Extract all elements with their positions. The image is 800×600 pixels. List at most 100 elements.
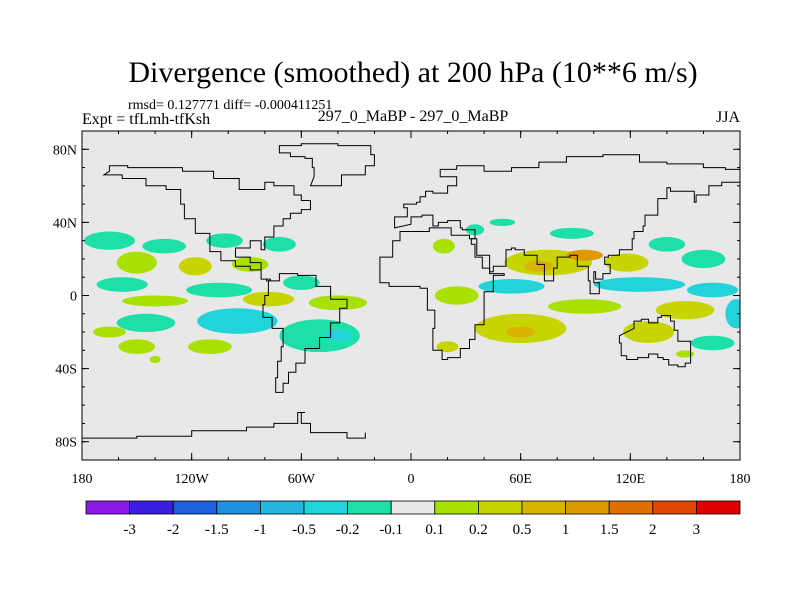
colorbar-swatch [85, 500, 130, 515]
coastline-antarctica-peninsula [82, 412, 366, 439]
colorbar-swatch [477, 500, 523, 515]
divergence-blob [655, 300, 715, 320]
chart-title: Divergence (smoothed) at 200 hPa (10**6 … [128, 56, 697, 89]
divergence-blob [262, 237, 296, 252]
y-tick-label: 40S [55, 363, 77, 378]
divergence-blob [116, 251, 157, 274]
divergence-blob [231, 257, 269, 272]
colorbar-swatch [434, 500, 479, 515]
divergence-blob [604, 253, 649, 272]
colorbar-label: -1 [254, 522, 267, 538]
divergence-blob [116, 313, 176, 333]
colorbar-swatch [521, 500, 566, 515]
coastline-north-america [102, 165, 311, 282]
plot-background [82, 131, 740, 460]
coastline-australia [618, 315, 692, 368]
x-tick-label: 180 [730, 472, 751, 487]
colorbar-swatch [259, 500, 305, 515]
divergence-blob [506, 326, 536, 338]
divergence-blob [436, 341, 459, 353]
x-tick-label: 0 [408, 472, 415, 487]
divergence-blob [524, 260, 554, 272]
y-axis: 80N 40N 0 40S 80S [53, 143, 740, 451]
divergence-blob [142, 238, 187, 254]
coastline-south-america [262, 273, 348, 393]
coastline-eurasia [394, 154, 740, 295]
colorbar-label: 1.5 [600, 522, 619, 538]
divergence-blob [686, 282, 739, 298]
colorbar-label: -0.2 [336, 522, 360, 538]
season-label: JJA [716, 109, 740, 126]
colorbar-swatch [696, 500, 741, 515]
coastline-africa [379, 227, 505, 360]
divergence-blob [323, 330, 353, 342]
x-tick-label: 120E [616, 472, 646, 487]
expt-label: Expt = tfLmh-tfKsh [82, 111, 210, 128]
colorbar-swatch [608, 500, 654, 515]
divergence-blob [690, 335, 735, 351]
y-tick-label: 80S [55, 436, 77, 451]
stats-line: rmsd= 0.127771 diff= -0.000411251 [128, 98, 332, 113]
y-tick-label: 40N [53, 216, 77, 231]
colorbar-label: 0.2 [469, 522, 488, 538]
divergence-blob [566, 249, 603, 261]
divergence-blob [186, 282, 252, 298]
divergence-blob [118, 339, 156, 354]
x-tick-label: 60E [509, 472, 532, 487]
colorbar-swatch [303, 500, 348, 515]
divergence-field [83, 218, 740, 364]
x-tick-label: 120W [175, 472, 210, 487]
divergence-blob [434, 286, 479, 305]
colorbar-swatch [129, 500, 174, 515]
colorbar-label: -0.5 [292, 522, 316, 538]
coastline-greenland [278, 143, 375, 187]
x-tick-label: 60W [288, 472, 316, 487]
divergence-blob [676, 350, 695, 358]
divergence-blob [593, 277, 686, 292]
divergence-blob [188, 339, 232, 354]
y-tick-label: 80N [53, 143, 77, 158]
divergence-blob [197, 308, 278, 334]
divergence-blob [432, 238, 455, 254]
colorbar-swatch [565, 500, 610, 515]
colorbar-label: 0.1 [425, 522, 444, 538]
divergence-blob [283, 275, 320, 291]
divergence-blob [242, 291, 295, 307]
divergence-blob [623, 321, 675, 344]
colorbar-label: 2 [649, 522, 657, 538]
divergence-blob [549, 227, 594, 239]
divergence-blob [149, 355, 161, 364]
colorbar-swatch [652, 500, 697, 515]
x-tick-label: 180 [72, 472, 93, 487]
case-label: 297_0_MaBP - 297_0_MaBP [318, 108, 509, 125]
colorbar-label: -0.1 [379, 522, 403, 538]
colorbar-swatch [390, 500, 436, 515]
divergence-blob [648, 237, 686, 252]
colorbar-label: -3 [123, 522, 136, 538]
coastlines [82, 143, 740, 439]
colorbar-swatch [216, 500, 261, 515]
divergence-blob [548, 299, 622, 314]
colorbar-label: 1 [562, 522, 570, 538]
divergence-blob [96, 277, 148, 292]
colorbar-label: -1.5 [205, 522, 229, 538]
colorbar-label: 0.5 [513, 522, 532, 538]
colorbar-swatch [347, 500, 392, 515]
colorbar: -3 -2 -1.5 -1 -0.5 -0.2 -0.1 0.1 0.2 0.5 1 1.5 2 3 [85, 500, 741, 538]
divergence-blob [308, 295, 368, 311]
divergence-blob [122, 295, 189, 307]
divergence-blob [178, 257, 212, 276]
divergence-blob [478, 279, 545, 294]
colorbar-label: -2 [167, 522, 180, 538]
colorbar-label: 3 [693, 522, 701, 538]
divergence-blob [489, 218, 516, 227]
x-axis: 180 120W 60W 0 60E 120E 180 [72, 131, 751, 487]
divergence-blob [725, 299, 740, 329]
divergence-blob [83, 231, 136, 250]
y-tick-label: 0 [70, 290, 77, 305]
divergence-blob [681, 249, 726, 269]
divergence-blob [206, 233, 243, 248]
divergence-blob [279, 319, 360, 353]
colorbar-swatch [172, 500, 218, 515]
